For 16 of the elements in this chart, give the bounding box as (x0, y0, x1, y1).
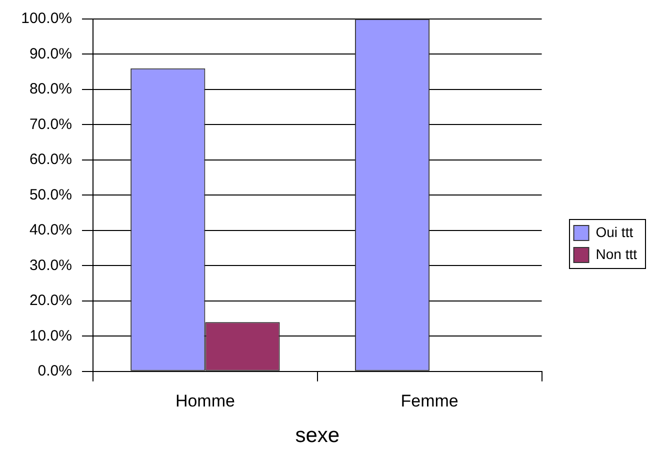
y-tick-label: 10.0% (29, 327, 72, 344)
y-tick-label: 100.0% (21, 10, 72, 28)
legend-label: Non ttt (596, 246, 638, 262)
y-tick-label: 50.0% (29, 186, 72, 204)
x-tick-label: Homme (175, 391, 235, 410)
y-tick-label: 0.0% (38, 362, 72, 380)
y-tick-label: 40.0% (29, 222, 72, 239)
y-tick-label: 60.0% (29, 151, 72, 168)
y-tick-label: 20.0% (29, 292, 72, 310)
x-axis-title: sexe (295, 424, 340, 448)
y-tick-label: 90.0% (29, 45, 72, 62)
legend-label: Oui ttt (596, 224, 634, 240)
x-tick-label: Femme (400, 391, 458, 410)
y-tick-label: 30.0% (29, 256, 72, 274)
y-tick-label: 80.0% (29, 80, 72, 98)
y-tick-label: 70.0% (29, 116, 72, 133)
